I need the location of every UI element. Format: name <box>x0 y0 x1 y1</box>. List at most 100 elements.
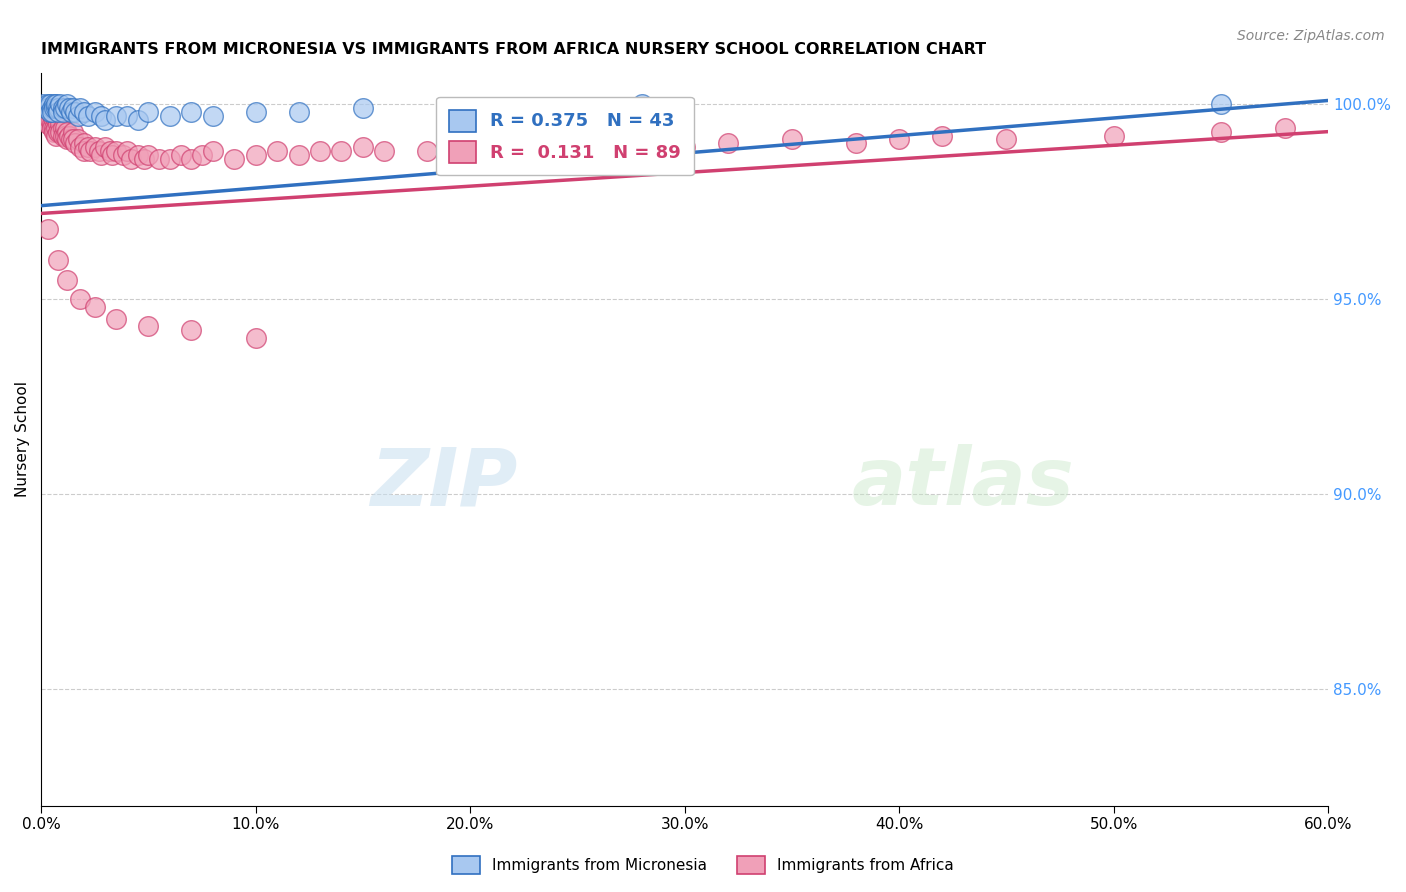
Point <box>73 144 96 158</box>
Point <box>120 152 142 166</box>
Point <box>159 109 181 123</box>
Legend: Immigrants from Micronesia, Immigrants from Africa: Immigrants from Micronesia, Immigrants f… <box>446 850 960 880</box>
Point <box>46 117 69 131</box>
Point <box>45 112 67 127</box>
Point <box>373 144 395 158</box>
Point <box>51 101 73 115</box>
Text: Source: ZipAtlas.com: Source: ZipAtlas.com <box>1237 29 1385 43</box>
Text: atlas: atlas <box>852 444 1074 523</box>
Point <box>458 140 481 154</box>
Point <box>931 128 953 143</box>
Point <box>191 148 214 162</box>
Point <box>56 97 79 112</box>
Point <box>111 148 134 162</box>
Point <box>180 323 202 337</box>
Point <box>45 97 67 112</box>
Point <box>41 109 63 123</box>
Point <box>58 101 80 115</box>
Point <box>45 120 67 135</box>
Point <box>69 101 91 115</box>
Point <box>42 112 65 127</box>
Point <box>34 101 56 115</box>
Point <box>245 148 267 162</box>
Point <box>37 97 59 112</box>
Point <box>630 97 652 112</box>
Point <box>49 97 72 112</box>
Point <box>127 112 149 127</box>
Point <box>458 101 481 115</box>
Point <box>567 136 589 151</box>
Point <box>66 109 89 123</box>
Point <box>60 105 83 120</box>
Point <box>502 140 524 154</box>
Point <box>105 311 128 326</box>
Point <box>34 105 56 120</box>
Text: IMMIGRANTS FROM MICRONESIA VS IMMIGRANTS FROM AFRICA NURSERY SCHOOL CORRELATION : IMMIGRANTS FROM MICRONESIA VS IMMIGRANTS… <box>41 42 986 57</box>
Point <box>148 152 170 166</box>
Point <box>352 101 374 115</box>
Point <box>245 331 267 345</box>
Point <box>352 140 374 154</box>
Point <box>53 120 76 135</box>
Point <box>309 144 332 158</box>
Point <box>115 109 138 123</box>
Point <box>62 101 84 115</box>
Point <box>60 132 83 146</box>
Point <box>77 109 100 123</box>
Point <box>51 128 73 143</box>
Point <box>42 125 65 139</box>
Point <box>287 105 309 120</box>
Point <box>245 105 267 120</box>
Point <box>69 292 91 306</box>
Point <box>73 136 96 151</box>
Point <box>51 105 73 120</box>
Point <box>266 144 288 158</box>
Point <box>62 132 84 146</box>
Point <box>42 101 65 115</box>
Point <box>1209 125 1232 139</box>
Point <box>41 105 63 120</box>
Point <box>201 109 224 123</box>
Point <box>132 152 155 166</box>
Point <box>105 109 128 123</box>
Point <box>32 109 55 123</box>
Point <box>1102 128 1125 143</box>
Point <box>45 128 67 143</box>
Point <box>83 140 105 154</box>
Point <box>887 132 910 146</box>
Point <box>138 105 160 120</box>
Point <box>51 120 73 135</box>
Point <box>49 117 72 131</box>
Point <box>115 144 138 158</box>
Point <box>58 128 80 143</box>
Point <box>77 140 100 154</box>
Point <box>416 144 439 158</box>
Point <box>56 273 79 287</box>
Point <box>673 140 696 154</box>
Point <box>73 105 96 120</box>
Point <box>56 125 79 139</box>
Point <box>46 253 69 268</box>
Point <box>62 125 84 139</box>
Point <box>32 97 55 112</box>
Point <box>287 148 309 162</box>
Point <box>49 125 72 139</box>
Point <box>105 144 128 158</box>
Point <box>41 120 63 135</box>
Point <box>101 148 124 162</box>
Point <box>42 120 65 135</box>
Point <box>90 148 112 162</box>
Point <box>94 112 117 127</box>
Point <box>201 144 224 158</box>
Point <box>127 148 149 162</box>
Point <box>37 222 59 236</box>
Point <box>34 112 56 127</box>
Point <box>845 136 868 151</box>
Point <box>330 144 353 158</box>
Point <box>83 105 105 120</box>
Point <box>169 148 191 162</box>
Point <box>1209 97 1232 112</box>
Point <box>224 152 246 166</box>
Point <box>98 144 121 158</box>
Point <box>37 109 59 123</box>
